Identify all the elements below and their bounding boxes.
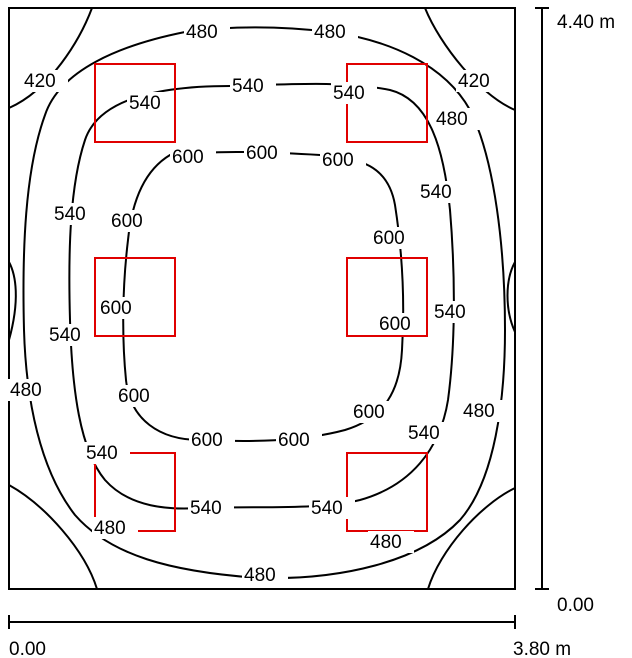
svg-text:480: 480 — [244, 565, 276, 586]
contour-label: 540 — [230, 75, 276, 97]
contour-label: 540 — [406, 422, 452, 444]
svg-text:480: 480 — [314, 22, 346, 43]
contour-label: 480 — [92, 517, 138, 539]
luminaire-bottom-right — [346, 452, 428, 532]
contour-label: 600 — [377, 313, 423, 335]
contour-label: 480 — [312, 20, 358, 43]
contour-label: 600 — [276, 429, 322, 451]
contour-label: 480 — [184, 20, 230, 43]
svg-text:540: 540 — [311, 498, 343, 519]
contour-side-right — [506, 261, 516, 333]
contour-label: 540 — [309, 497, 355, 519]
contour-label: 540 — [52, 203, 98, 225]
svg-text:480: 480 — [186, 22, 218, 43]
contour-labels: 480 480 420 420 540 540 540 480 600 600 … — [0, 0, 507, 586]
svg-text:600: 600 — [191, 430, 223, 451]
svg-text:540: 540 — [408, 423, 440, 444]
luminaire-top-left — [94, 63, 176, 143]
svg-text:540: 540 — [333, 83, 365, 104]
svg-text:540: 540 — [86, 443, 118, 464]
contour-label: 600 — [98, 297, 144, 319]
room-outline — [8, 7, 516, 590]
svg-text:600: 600 — [373, 228, 405, 249]
contour-label: 600 — [0, 0, 32, 5]
luminaire-middle-left — [94, 257, 176, 337]
width-scale-start-label: 0.00 — [9, 639, 46, 658]
svg-text:480: 480 — [370, 532, 402, 553]
svg-text:540: 540 — [232, 76, 264, 97]
contour-label: 540 — [331, 82, 377, 104]
contour-label: 600 — [351, 401, 397, 423]
svg-text:540: 540 — [420, 182, 452, 203]
svg-text:540: 540 — [49, 325, 81, 346]
width-scale-bar: 0.00 3.80 m — [8, 615, 571, 658]
contour-label: 420 — [456, 70, 502, 92]
width-scale-end-label: 3.80 m — [513, 639, 571, 658]
contour-420-bottom-left — [8, 484, 98, 590]
contour-label: 540 — [127, 92, 173, 114]
svg-text:480: 480 — [10, 380, 42, 401]
svg-text:480: 480 — [463, 401, 495, 422]
height-scale-end-label: 4.40 m — [557, 12, 615, 33]
contour-label: 600 — [371, 227, 417, 249]
contour-420-top-left — [8, 7, 93, 109]
contour-label: 540 — [418, 181, 464, 203]
contour-label: 540 — [47, 324, 93, 346]
svg-text:480: 480 — [436, 109, 468, 130]
contour-label: 600 — [320, 149, 366, 171]
svg-text:600: 600 — [246, 143, 278, 164]
contour-label: 600 — [170, 146, 216, 168]
contour-label: 540 — [188, 497, 234, 519]
contour-side-left — [8, 261, 17, 341]
svg-text:420: 420 — [458, 71, 490, 92]
svg-text:600: 600 — [379, 314, 411, 335]
svg-text:600: 600 — [172, 147, 204, 168]
contour-480 — [22, 26, 507, 580]
height-scale-start-label: 0.00 — [557, 595, 594, 616]
contour-label: 420 — [22, 70, 68, 92]
svg-text:540: 540 — [129, 93, 161, 114]
svg-text:420: 420 — [24, 71, 56, 92]
svg-text:600: 600 — [118, 386, 150, 407]
contour-label: 600 — [189, 429, 235, 451]
svg-text:540: 540 — [190, 498, 222, 519]
contour-420-bottom-right — [427, 487, 516, 590]
svg-text:600: 600 — [100, 298, 132, 319]
contour-600 — [122, 150, 405, 442]
height-scale-bar: 4.40 m 0.00 — [535, 7, 615, 616]
svg-text:540: 540 — [434, 302, 466, 323]
luminaire-middle-right — [346, 257, 428, 337]
contour-label: 480 — [368, 531, 414, 553]
svg-text:600: 600 — [353, 402, 385, 423]
contour-label: 600 — [244, 142, 290, 164]
svg-text:480: 480 — [94, 518, 126, 539]
contour-label: 540 — [432, 301, 478, 323]
svg-text:600: 600 — [278, 430, 310, 451]
contour-420-top-right — [424, 7, 516, 111]
svg-text:600: 600 — [111, 211, 143, 232]
contour-label: 600 — [109, 210, 155, 232]
contour-label: 480 — [434, 108, 480, 130]
contour-label: 600 — [116, 385, 162, 407]
contour-label: 480 — [461, 400, 507, 422]
contour-label: 480 — [8, 379, 54, 401]
svg-text:540: 540 — [54, 204, 86, 225]
contour-label: 540 — [84, 442, 130, 464]
svg-text:600: 600 — [322, 150, 354, 171]
contour-label: 480 — [242, 564, 288, 586]
